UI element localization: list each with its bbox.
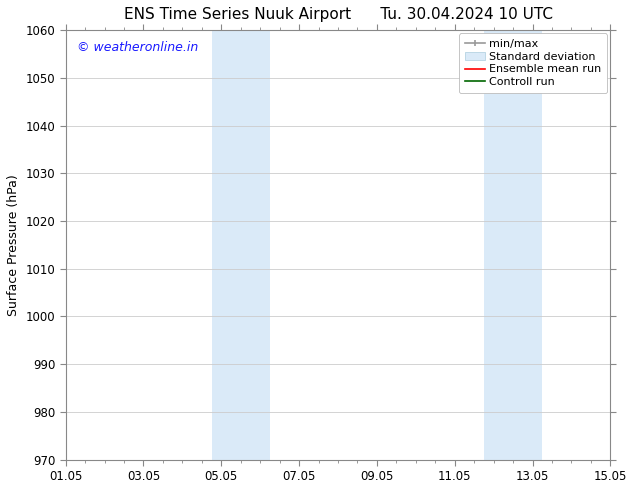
Bar [212,30,270,460]
Y-axis label: Surface Pressure (hPa): Surface Pressure (hPa) [7,174,20,316]
Title: ENS Time Series Nuuk Airport      Tu. 30.04.2024 10 UTC: ENS Time Series Nuuk Airport Tu. 30.04.2… [124,7,552,22]
Text: © weatheronline.in: © weatheronline.in [77,41,198,54]
Bar [484,30,542,460]
Legend: min/max, Standard deviation, Ensemble mean run, Controll run: min/max, Standard deviation, Ensemble me… [459,33,607,93]
